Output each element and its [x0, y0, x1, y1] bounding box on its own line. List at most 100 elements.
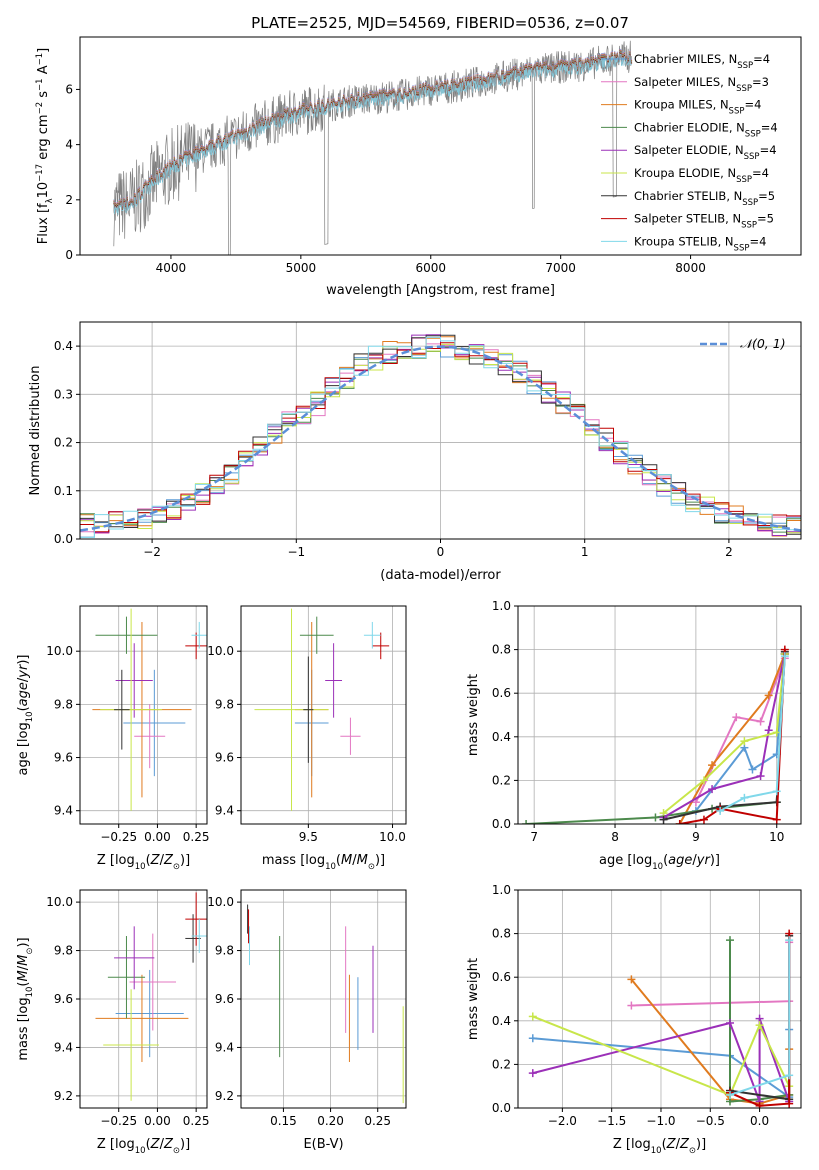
- legend-label: Salpeter STELIB, NSSP=5: [634, 212, 774, 231]
- y-tick-label: 0.1: [54, 484, 73, 498]
- x-tick-label: 1: [581, 545, 589, 559]
- x-tick-label: 4000: [156, 261, 187, 275]
- axes-frame: [79, 889, 208, 1109]
- y-tick-label: 10.0: [46, 644, 73, 658]
- y-tick-label: 0.0: [492, 817, 511, 831]
- histogram-step: [80, 336, 801, 539]
- x-tick-label: 7000: [545, 261, 576, 275]
- y-tick-label: 9.6: [215, 751, 234, 765]
- x-tick-label: 6000: [415, 261, 446, 275]
- legend-label: 𝒩(0, 1): [740, 336, 786, 351]
- age_vs_z-points: [92, 608, 207, 811]
- x-tick-label: 0.25: [183, 830, 210, 844]
- y-tick-label: 4: [65, 138, 73, 152]
- y-axis-label: Flux [fλ10−17 erg cm−2 s−1 A−1]: [35, 48, 55, 244]
- y-tick-label: 9.8: [215, 944, 234, 958]
- data-spectrum: [113, 40, 633, 255]
- x-tick-label: 0.25: [364, 1114, 391, 1128]
- x-tick-label: 0.20: [317, 1114, 344, 1128]
- y-tick-label: 9.2: [54, 1089, 73, 1103]
- spectrum-axes: 4000 5000 6000 7000 8000 0 2 4 6: [65, 82, 705, 275]
- y-tick-label: 9.8: [215, 697, 234, 711]
- x-tick-label: −2: [143, 545, 161, 559]
- legend-label: Kroupa STELIB, NSSP=4: [634, 234, 766, 253]
- axes-frame: [240, 889, 407, 1109]
- axes-frame: [517, 605, 802, 825]
- y-tick-label: 1.0: [492, 883, 511, 897]
- y-tick-label: 9.6: [215, 992, 234, 1006]
- age_vs_z-axes: −0.25 0.00 0.25 9.4 9.6 9.8 10.0: [46, 606, 210, 844]
- legend-label: Chabrier MILES, NSSP=4: [634, 52, 770, 71]
- weight-line: [678, 653, 786, 824]
- x-tick-label: 2: [725, 545, 733, 559]
- y-tick-label: 0: [65, 248, 73, 262]
- x-axis-label: Z [log10(Z/Z⊙)]: [97, 1137, 190, 1156]
- figure-title: PLATE=2525, MJD=54569, FIBERID=0536, z=0…: [251, 14, 629, 32]
- y-tick-label: 9.4: [54, 1040, 73, 1054]
- mass_vs_ebv-points: [247, 904, 404, 1104]
- x-tick-label: 0.15: [270, 1114, 297, 1128]
- x-tick-label: 0: [437, 545, 445, 559]
- y-axis-label: age [log10(age/yr)]: [16, 655, 35, 776]
- x-tick-label: 10.0: [379, 830, 406, 844]
- x-tick-label: 7: [530, 830, 538, 844]
- x-tick-label: −1.5: [597, 1114, 626, 1128]
- x-axis-label: E(B-V): [303, 1137, 343, 1152]
- mass_vs_ebv-axes: 0.15 0.20 0.25 9.2 9.4 9.6 9.8 10.0: [207, 890, 406, 1128]
- y-tick-label: 0.3: [54, 387, 73, 401]
- y-tick-label: 2: [65, 193, 73, 207]
- x-tick-label: 0.25: [183, 1114, 210, 1128]
- weight_vs_z-series: [528, 929, 794, 1108]
- x-tick-label: −2.0: [548, 1114, 577, 1128]
- axes-frame: [517, 889, 802, 1109]
- histograms: [80, 334, 801, 539]
- legend-label: Salpeter MILES, NSSP=3: [634, 75, 769, 94]
- mass_vs_z-axes: −0.25 0.00 0.25 9.2 9.4 9.6 9.8 10.0: [46, 890, 210, 1128]
- x-axis-label: Z [log10(Z/Z⊙)]: [97, 853, 190, 872]
- weight-line: [532, 1015, 791, 1097]
- x-tick-label: −1: [287, 545, 305, 559]
- spectrum-legend: Chabrier MILES, NSSP=4 Salpeter MILES, NS…: [601, 52, 778, 253]
- x-tick-label: 8: [611, 830, 619, 844]
- y-tick-label: 1.0: [492, 599, 511, 613]
- y-tick-label: 0.6: [492, 970, 511, 984]
- x-tick-label: 0.00: [144, 1114, 171, 1128]
- legend-label: Kroupa ELODIE, NSSP=4: [634, 166, 769, 185]
- mass_vs_z-points: [95, 892, 207, 1101]
- y-tick-label: 0.2: [54, 436, 73, 450]
- y-tick-label: 0.2: [492, 773, 511, 787]
- y-tick-label: 10.0: [207, 895, 234, 909]
- x-tick-label: 9.5: [299, 830, 318, 844]
- y-axis-label: Normed distribution: [28, 366, 43, 496]
- y-tick-label: 0.0: [54, 532, 73, 546]
- y-tick-label: 0.4: [492, 730, 511, 744]
- y-tick-label: 0.8: [492, 927, 511, 941]
- y-tick-label: 9.6: [54, 751, 73, 765]
- x-axis-label: age [log10(age/yr)]: [599, 853, 720, 872]
- x-axis-label: mass [log10(M/M⊙)]: [262, 853, 385, 872]
- y-tick-label: 9.8: [54, 944, 73, 958]
- age_vs_mass-points: [254, 608, 390, 811]
- x-tick-label: 0.00: [144, 830, 171, 844]
- axes-frame: [240, 605, 407, 825]
- x-axis-label: (data-model)/error: [380, 568, 501, 583]
- weight_vs_age-series: [522, 645, 789, 824]
- y-tick-label: 0.6: [492, 686, 511, 700]
- y-tick-label: 6: [65, 82, 73, 96]
- x-axis-label: Z [log10(Z/Z⊙)]: [613, 1137, 706, 1156]
- legend-label: Chabrier ELODIE, NSSP=4: [634, 120, 778, 139]
- legend-label: Kroupa MILES, NSSP=4: [634, 98, 761, 117]
- axes-frame: [79, 605, 208, 825]
- y-tick-label: 0.0: [492, 1101, 511, 1115]
- y-axis-label: mass weight: [466, 958, 481, 1040]
- x-tick-label: 10: [769, 830, 784, 844]
- x-tick-label: −1.0: [646, 1114, 675, 1128]
- y-axis-label: mass weight: [466, 674, 481, 756]
- y-tick-label: 9.6: [54, 992, 73, 1006]
- y-tick-label: 9.2: [215, 1089, 234, 1103]
- y-tick-label: 10.0: [207, 644, 234, 658]
- x-tick-label: 8000: [675, 261, 706, 275]
- y-tick-label: 0.4: [54, 339, 73, 353]
- spectrum-lines: [113, 40, 633, 255]
